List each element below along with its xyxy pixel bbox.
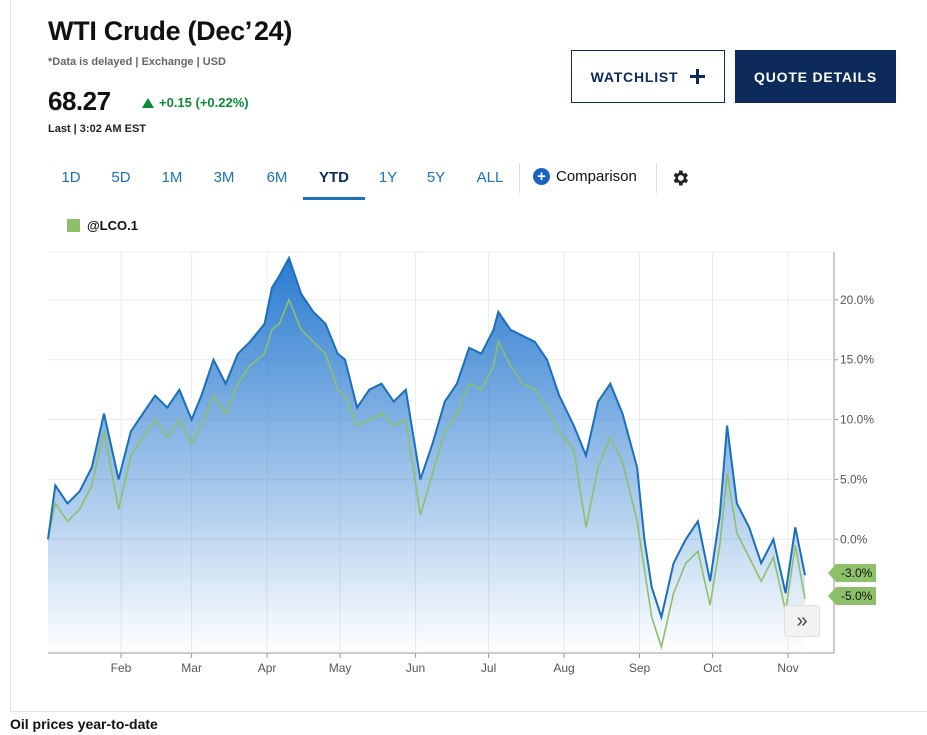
x-tick-label: Aug — [553, 661, 574, 675]
comparison-last-badge: -3.0% — [827, 564, 877, 582]
price-change-value: +0.15 (+0.22%) — [159, 95, 249, 110]
watchlist-button-label: WATCHLIST — [590, 68, 679, 85]
y-tick-label: 10.0% — [840, 413, 874, 427]
tab-1y[interactable]: 1Y — [378, 169, 398, 186]
main-series-line — [47, 255, 806, 621]
gear-icon[interactable] — [670, 168, 690, 188]
tab-5d[interactable]: 5D — [111, 169, 131, 186]
double-chevron-right-icon: » — [796, 609, 808, 632]
settings-divider — [656, 163, 657, 193]
main-last-badge: -5.0% — [827, 587, 877, 605]
figure-caption: Oil prices year-to-date — [10, 716, 158, 732]
x-tick-label: Oct — [703, 661, 722, 675]
price-change: +0.15 (+0.22%) — [142, 95, 249, 110]
x-tick-label: May — [329, 661, 352, 675]
main-series-area — [48, 258, 805, 653]
chart-legend: @LCO.1 — [67, 218, 138, 233]
legend-series-label: @LCO.1 — [87, 218, 138, 233]
y-tick-label: 0.0% — [840, 532, 868, 546]
last-update-time: Last | 3:02 AM EST — [48, 123, 147, 135]
y-tick-label: 5.0% — [840, 472, 868, 486]
x-tick-label: Apr — [258, 661, 277, 675]
x-tick-label: Sep — [629, 661, 651, 675]
quote-details-button[interactable]: QUOTE DETAILS — [735, 50, 896, 103]
tab-1m[interactable]: 1M — [161, 169, 183, 186]
plus-icon — [690, 69, 706, 84]
x-tick-label: Jul — [481, 661, 496, 675]
comparison-series-line — [47, 297, 806, 651]
y-axis: 20.0% 15.0% 10.0% 5.0% 0.0% — [834, 293, 874, 546]
x-axis: Feb Mar Apr May Jun Jul Aug Sep Oct Nov — [111, 653, 799, 675]
add-circle-icon: + — [533, 168, 550, 185]
watchlist-button[interactable]: WATCHLIST — [571, 50, 725, 103]
comparison-button[interactable]: + Comparison — [533, 168, 637, 185]
x-tick-label: Mar — [181, 661, 202, 675]
x-tick-label: Feb — [111, 661, 132, 675]
comparison-label: Comparison — [556, 168, 637, 185]
last-price: 68.27 — [48, 86, 111, 116]
up-arrow-icon — [142, 97, 154, 108]
tab-ytd[interactable]: YTD — [303, 160, 365, 200]
page-title: WTI Crude (Dec’ 24) — [48, 16, 293, 46]
tab-5y[interactable]: 5Y — [426, 169, 446, 186]
widget-frame — [10, 0, 927, 712]
tab-1d[interactable]: 1D — [61, 169, 81, 186]
scroll-right-button[interactable]: » — [784, 605, 820, 637]
y-tick-label: 20.0% — [840, 293, 874, 307]
tab-divider — [519, 163, 520, 193]
x-tick-label: Nov — [777, 661, 798, 675]
x-tick-label: Jun — [406, 661, 425, 675]
data-delay-note: *Data is delayed | Exchange | USD — [48, 56, 226, 68]
tab-3m[interactable]: 3M — [213, 169, 235, 186]
tab-6m[interactable]: 6M — [266, 169, 288, 186]
legend-swatch — [67, 219, 80, 232]
y-tick-label: 15.0% — [840, 353, 874, 367]
tab-all[interactable]: ALL — [476, 169, 504, 186]
